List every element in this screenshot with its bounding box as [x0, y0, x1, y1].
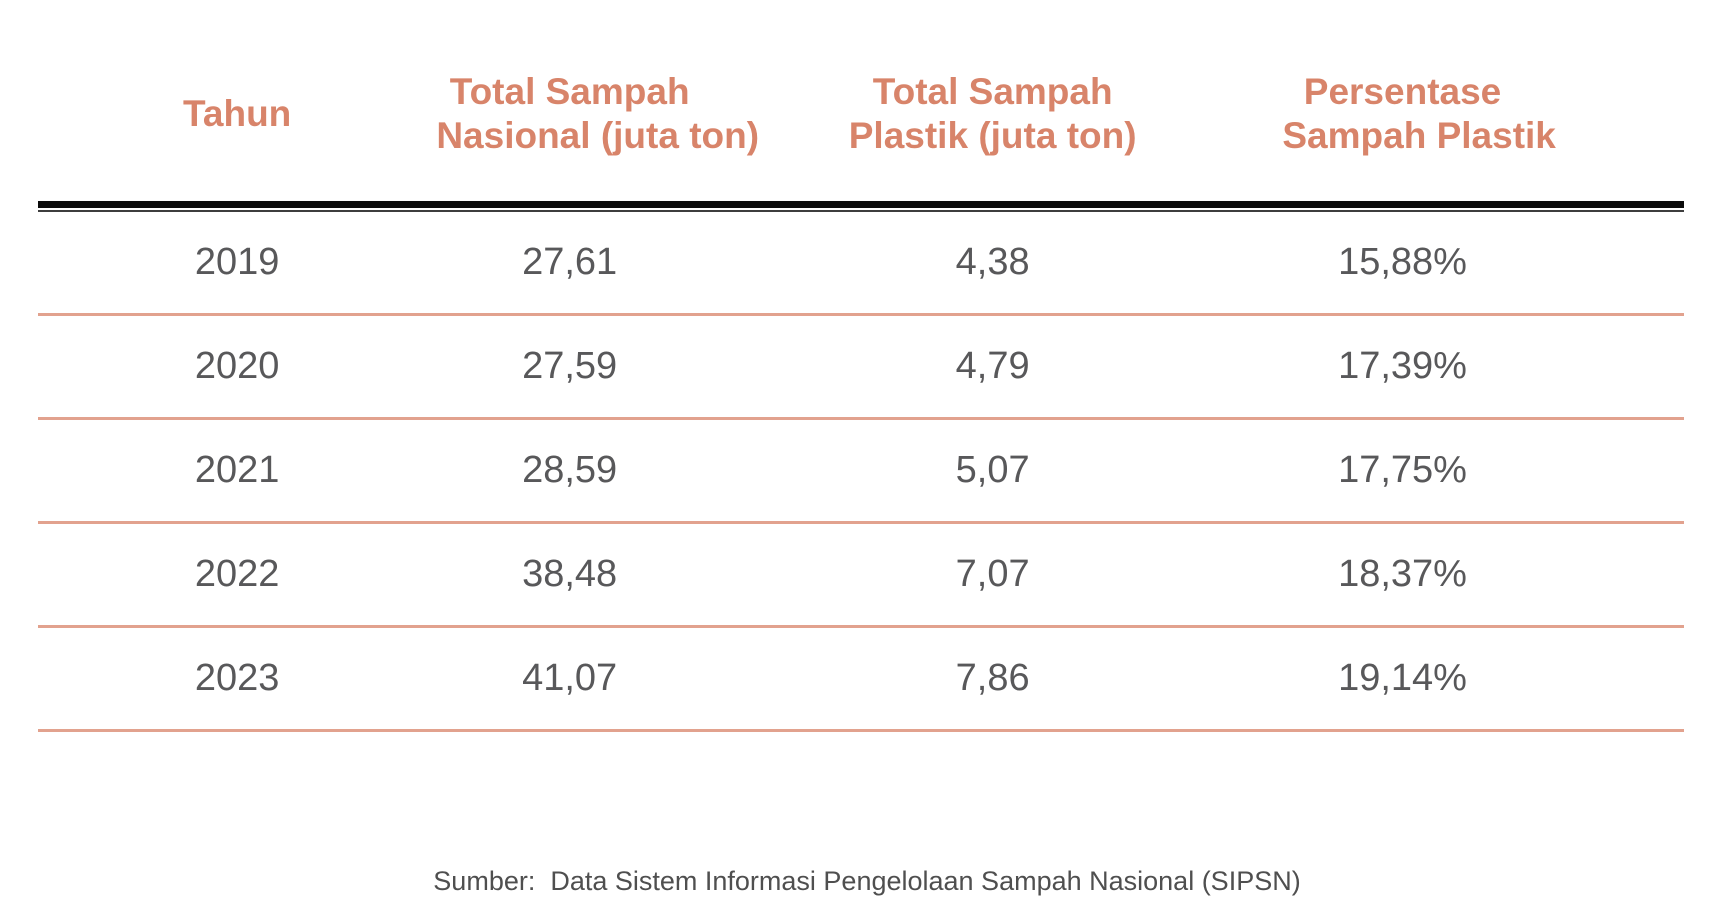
table-row-2020: 2020 27,59 4,79 17,39%	[38, 316, 1684, 420]
table-row-2022: 2022 38,48 7,07 18,37%	[38, 524, 1684, 628]
source-line-1: Sumber: Data Sistem Informasi Pengelolaa…	[433, 866, 1301, 896]
header-label: Tahun	[183, 93, 292, 134]
total-waste-cell: 41,07	[522, 657, 618, 699]
waste-data-table: Tahun Total Sampah Nasional (juta ton) T…	[38, 0, 1684, 732]
plastic-percentage-cell: 19,14%	[1338, 657, 1467, 699]
total-waste-cell: 27,59	[522, 345, 618, 387]
total-waste-cell: 38,48	[522, 553, 618, 595]
total-waste-cell: 28,59	[522, 449, 618, 491]
plastic-waste-cell: 5,07	[955, 449, 1030, 491]
plastic-waste-cell: 4,38	[955, 241, 1030, 283]
table-row-2019: 2019 27,61 4,38 15,88%	[38, 212, 1684, 316]
header-label: Nasional (juta ton)	[436, 115, 760, 156]
table-row-2023: 2023 41,07 7,86 19,14%	[38, 628, 1684, 732]
table-row-2021: 2021 28,59 5,07 17,75%	[38, 420, 1684, 524]
year-cell: 2023	[194, 657, 280, 699]
header-cell-total-sampah-nasional: Total Sampah Nasional (juta ton)	[436, 70, 760, 158]
header-cell-tahun: Tahun	[38, 92, 436, 136]
plastic-percentage-cell: 17,39%	[1338, 345, 1467, 387]
year-cell: 2021	[194, 449, 280, 491]
table-source-caption: Sumber: Data Sistem Informasi Pengelolaa…	[0, 789, 1734, 904]
table-header-row: Tahun Total Sampah Nasional (juta ton) T…	[38, 0, 1684, 158]
year-cell: 2019	[194, 241, 280, 283]
header-cell-persentase: Persentase Sampah Plastik	[1282, 70, 1556, 158]
header-label: Sampah Plastik	[1282, 115, 1556, 156]
header-label: Plastik (juta ton)	[848, 115, 1137, 156]
header-label: Persentase	[1303, 71, 1502, 112]
header-cell-total-sampah-plastik: Total Sampah Plastik (juta ton)	[703, 70, 1282, 158]
plastic-percentage-cell: 17,75%	[1338, 449, 1467, 491]
header-divider-double-rule	[38, 201, 1684, 212]
plastic-waste-cell: 7,86	[955, 657, 1030, 699]
year-cell: 2022	[194, 553, 280, 595]
header-label: Total Sampah	[872, 71, 1113, 112]
plastic-percentage-cell: 18,37%	[1338, 553, 1467, 595]
year-cell: 2020	[194, 345, 280, 387]
total-waste-cell: 27,61	[522, 241, 618, 283]
plastic-percentage-cell: 15,88%	[1338, 241, 1467, 283]
header-label: Total Sampah	[449, 71, 690, 112]
plastic-waste-cell: 4,79	[955, 345, 1030, 387]
plastic-waste-cell: 7,07	[955, 553, 1030, 595]
